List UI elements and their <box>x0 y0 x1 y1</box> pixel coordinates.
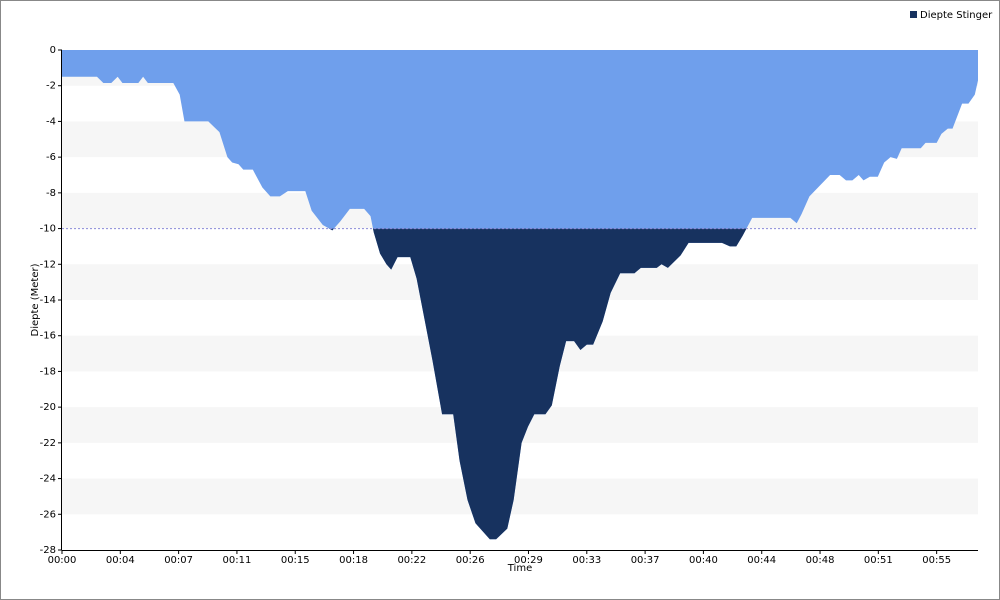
area-below-threshold <box>329 228 747 540</box>
y-tick-label: -22 <box>40 438 56 449</box>
y-axis-label: Diepte (Meter) <box>30 263 41 336</box>
x-tick-label: 00:55 <box>922 555 951 566</box>
y-tick-label: -24 <box>40 474 56 485</box>
x-tick-label: 00:11 <box>223 555 252 566</box>
x-tick-label: 00:18 <box>339 555 368 566</box>
x-tick-label: 00:15 <box>281 555 310 566</box>
y-tick-label: 0 <box>50 45 56 56</box>
x-tick-label: 00:44 <box>747 555 776 566</box>
y-tick-label: -14 <box>40 295 56 306</box>
y-tick-label: -16 <box>40 331 56 342</box>
grid-band <box>62 478 978 515</box>
legend-swatch <box>910 11 917 18</box>
y-tick-label: -20 <box>40 402 56 413</box>
x-axis-label: Time <box>507 563 532 574</box>
x-tick-label: 00:29 <box>514 555 543 566</box>
y-tick-label: -10 <box>40 224 56 235</box>
x-tick-label: 00:00 <box>48 555 77 566</box>
x-tick-label: 00:48 <box>806 555 835 566</box>
x-tick-label: 00:26 <box>456 555 485 566</box>
y-tick-label: -28 <box>40 545 56 556</box>
y-tick-label: -26 <box>40 509 56 520</box>
y-tick-label: -12 <box>40 259 56 270</box>
x-tick-label: 00:04 <box>106 555 135 566</box>
y-tick-label: -6 <box>46 152 56 163</box>
y-tick-label: -8 <box>46 188 56 199</box>
x-tick-label: 00:22 <box>397 555 426 566</box>
x-tick-label: 00:51 <box>864 555 893 566</box>
legend-label: Diepte Stinger <box>920 10 993 21</box>
x-tick-label: 00:07 <box>164 555 193 566</box>
y-tick-label: -2 <box>46 81 56 92</box>
y-tick-label: -18 <box>40 366 56 377</box>
x-tick-label: 00:40 <box>689 555 718 566</box>
x-tick-label: 00:37 <box>631 555 660 566</box>
x-tick-label: 00:33 <box>572 555 601 566</box>
y-tick-label: -4 <box>46 116 56 127</box>
